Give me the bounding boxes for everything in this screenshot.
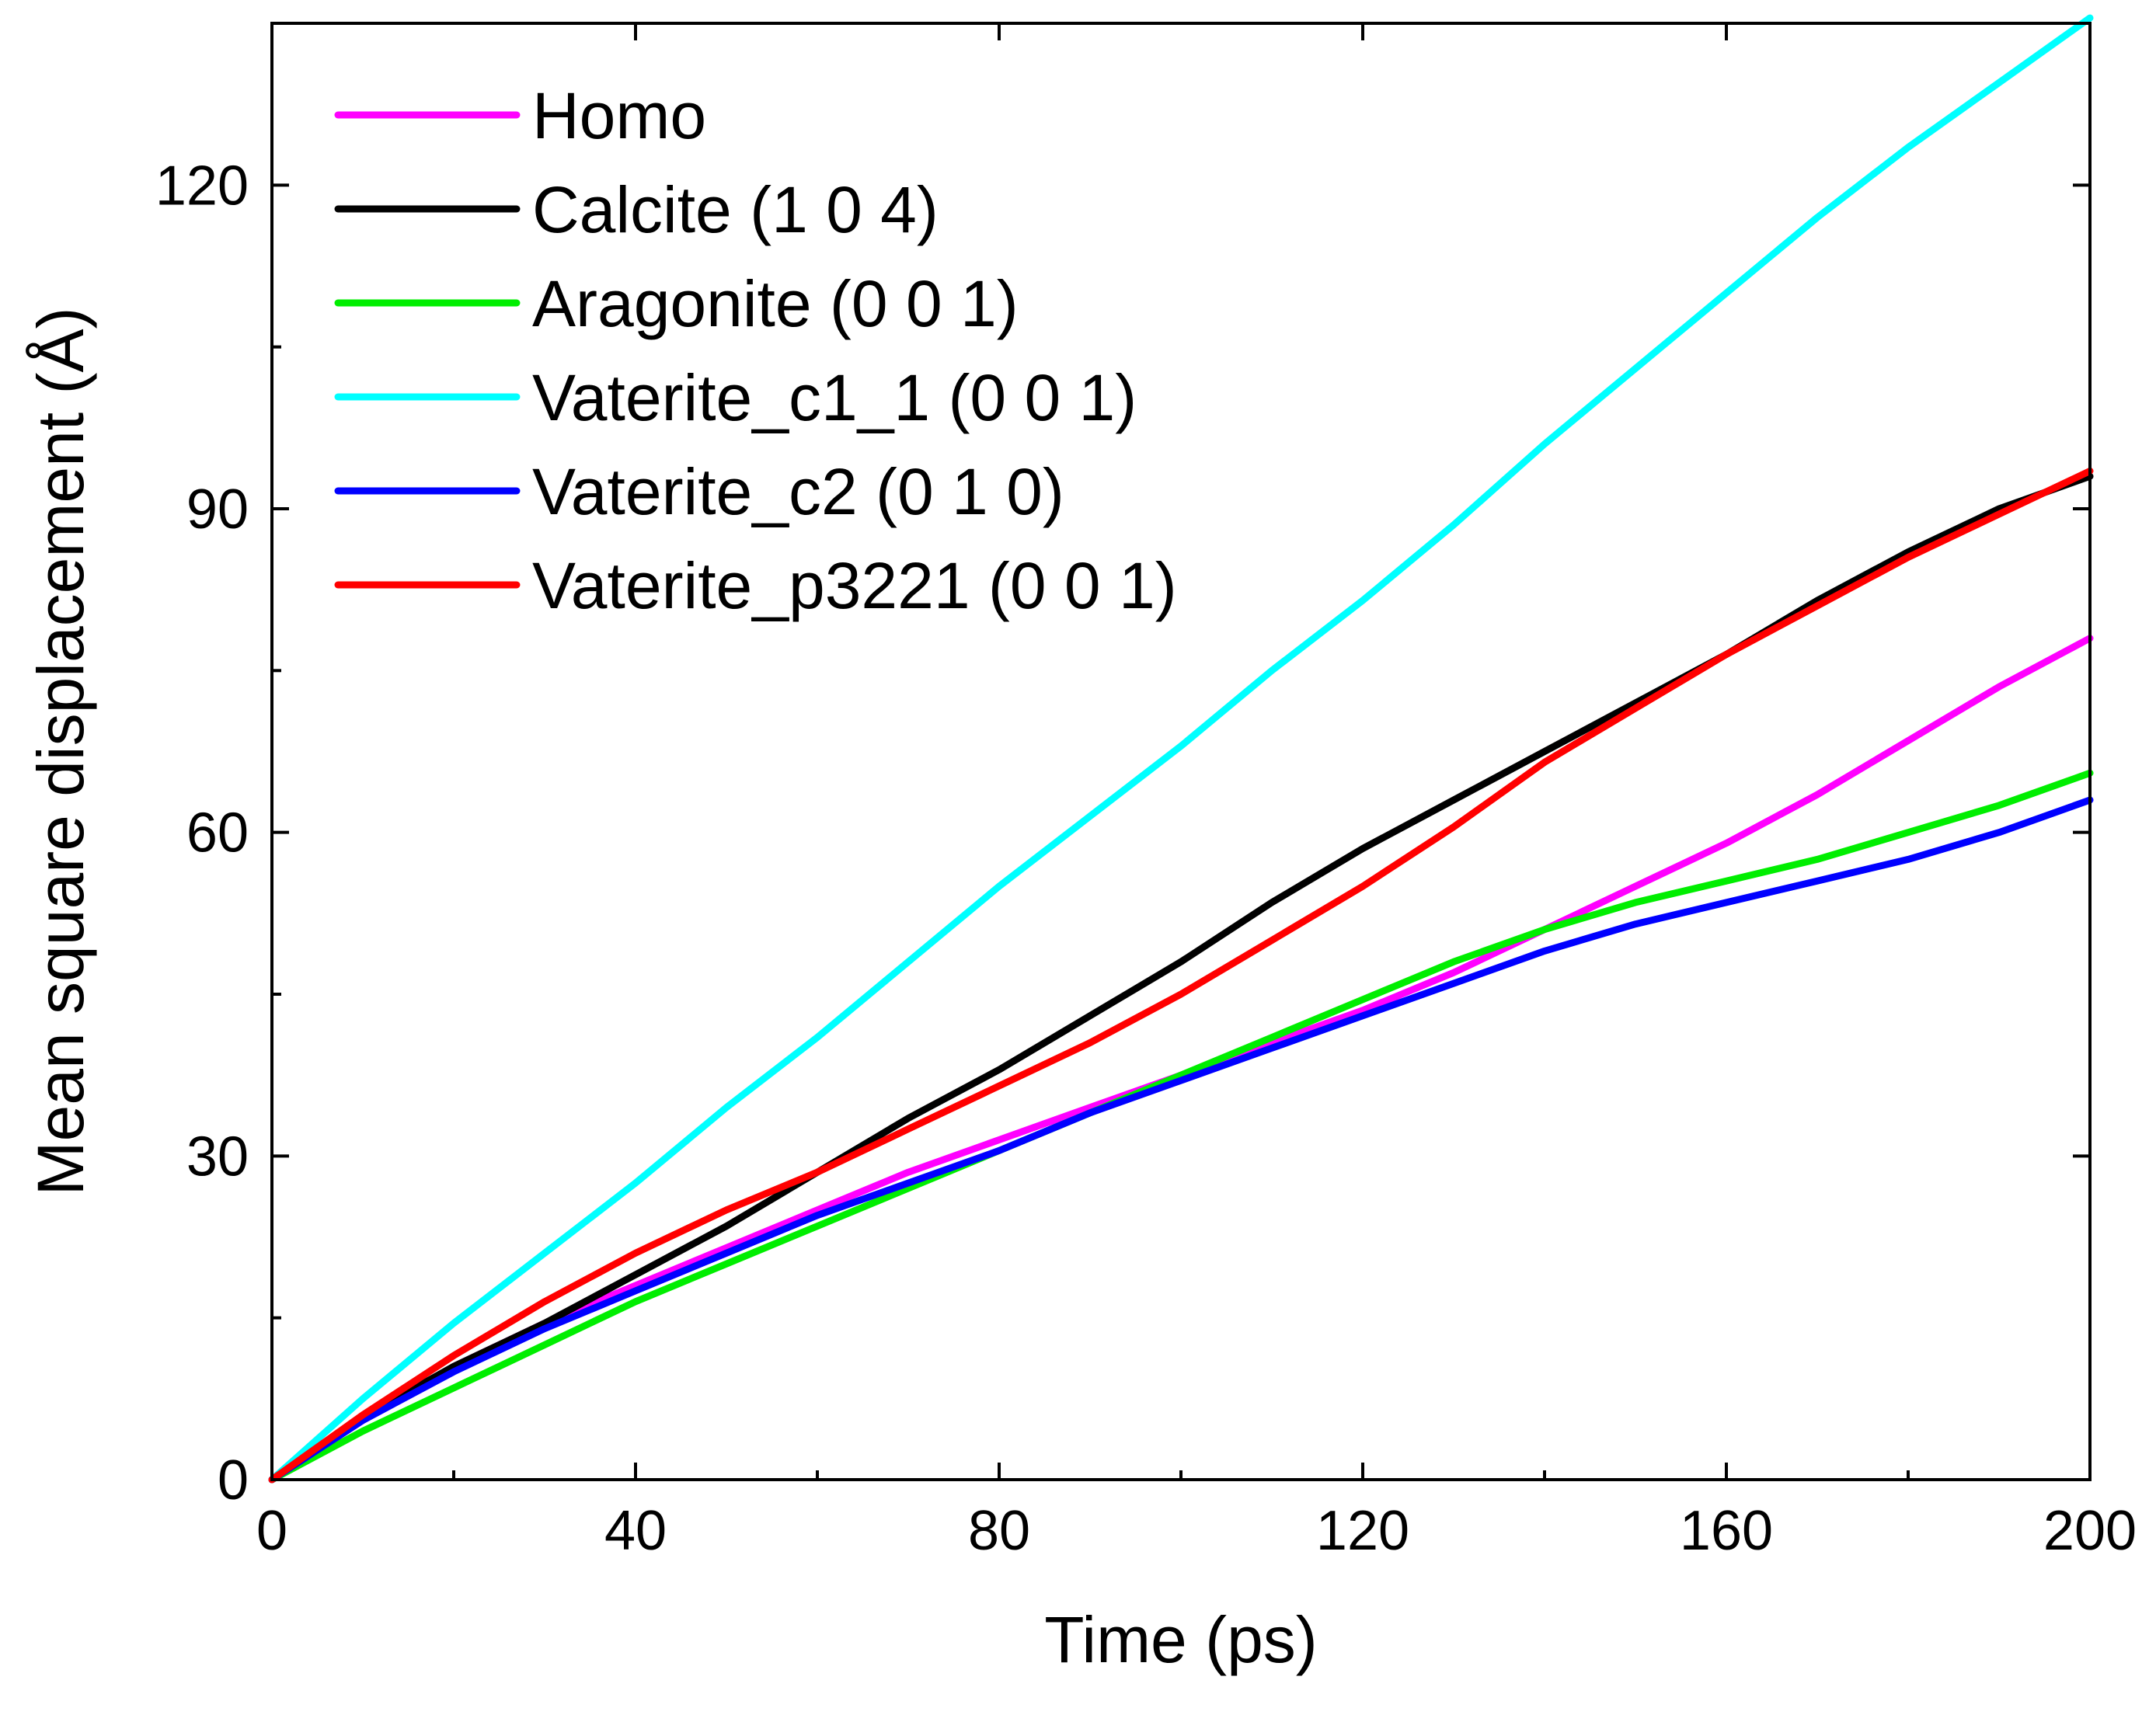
x-axis-title: Time (ps): [1044, 1603, 1318, 1676]
series-group: [268, 14, 2094, 1484]
x-tick-label: 160: [1680, 1500, 1773, 1562]
y-tick-label: 30: [186, 1125, 249, 1188]
y-tick-label: 90: [186, 478, 249, 541]
legend-label-1: Calcite (1 0 4): [532, 173, 939, 246]
legend-label-2: Aragonite (0 0 1): [532, 267, 1019, 340]
legend-label-3: Vaterite_c1_1 (0 0 1): [532, 361, 1137, 434]
legend: Homo Calcite (1 0 4) Aragonite (0 0 1) Vate…: [334, 79, 1177, 622]
y-tick-label: 0: [218, 1449, 249, 1511]
y-tick-label: 60: [186, 802, 249, 864]
y-tick-label: 120: [155, 155, 249, 217]
legend-label-0: Homo: [532, 79, 706, 152]
legend-label-4: Vaterite_c2 (0 1 0): [532, 455, 1064, 528]
x-tick-label: 40: [604, 1500, 667, 1562]
series-line-0: [268, 635, 2094, 1484]
x-tick-label: 120: [1316, 1500, 1409, 1562]
y-axis-title: Mean square displacement (Å): [24, 308, 97, 1196]
series-line-5: [268, 467, 2094, 1484]
series-line-4: [268, 796, 2094, 1484]
ticks-group: 0 40 80 120 160 200 0 30 60 90 120: [155, 23, 2137, 1562]
x-tick-label: 0: [256, 1500, 287, 1562]
x-tick-label: 80: [968, 1500, 1030, 1562]
x-tick-label: 200: [2043, 1500, 2137, 1562]
series-line-3: [268, 14, 2094, 1484]
series-line-2: [268, 769, 2094, 1484]
legend-label-5: Vaterite_p3221 (0 0 1): [532, 549, 1177, 622]
